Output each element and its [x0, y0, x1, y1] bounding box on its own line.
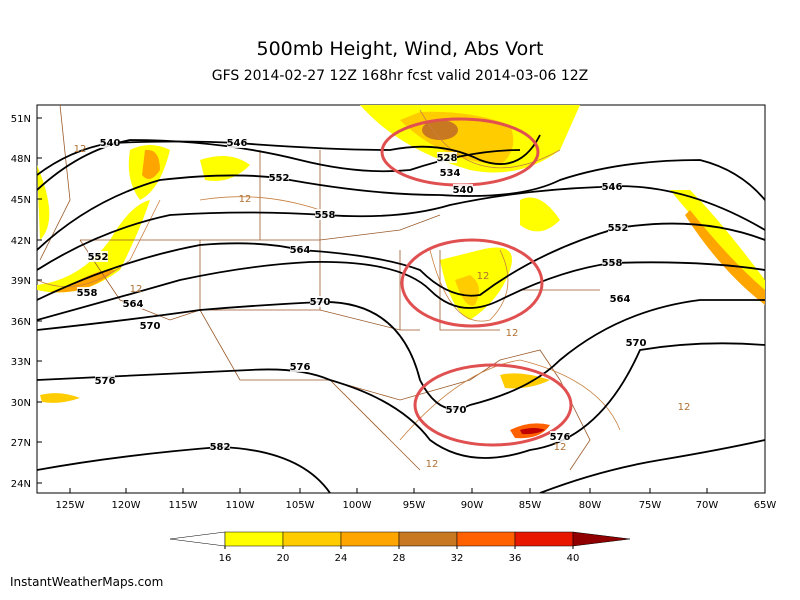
lon-label: 115W [169, 500, 198, 511]
lat-label: 24N [11, 479, 31, 490]
colorbar-label: 16 [219, 553, 232, 564]
lon-label: 90W [461, 500, 484, 511]
colorbar-segment [282, 531, 342, 547]
height-contour-label: 582 [210, 442, 231, 453]
lon-label: 120W [112, 500, 141, 511]
vorticity-contour-label: 12 [477, 271, 490, 282]
lat-label: 30N [11, 398, 31, 409]
contour-label-bg [210, 441, 230, 452]
height-contour-label: 576 [95, 376, 116, 387]
height-contour-label: 570 [446, 405, 467, 416]
credit: InstantWeatherMaps.com [10, 575, 163, 589]
lat-label: 48N [11, 154, 31, 165]
contour-label-bg [310, 296, 330, 307]
height-contour-label: 570 [310, 297, 331, 308]
contour-label-bg [290, 244, 310, 255]
colorbar-label: 40 [567, 553, 580, 564]
height-contour-label: 558 [315, 210, 336, 221]
contour-label-bg [269, 172, 289, 183]
height-contour-label: 576 [550, 432, 571, 443]
height-contour-label: 570 [140, 321, 161, 332]
lon-label: 70W [696, 500, 719, 511]
vorticity-contour-label: 12 [506, 328, 519, 339]
colorbar-segment [398, 531, 458, 547]
contour-label-bg [608, 222, 628, 233]
vorticity-contour-label: 12 [554, 442, 567, 453]
lon-label: 80W [579, 500, 602, 511]
lon-label: 125W [56, 500, 85, 511]
subtitle: GFS 2014-02-27 12Z 168hr fcst valid 2014… [212, 68, 589, 84]
contour-label-bg [140, 320, 160, 331]
colorbar-segment [224, 531, 284, 547]
contour-label-bg [437, 152, 457, 163]
colorbar-label: 20 [277, 553, 290, 564]
colorbar-label: 36 [509, 553, 522, 564]
colorbar-segment [456, 531, 516, 547]
contour-label-bg [446, 404, 466, 415]
colorbar-segment [514, 531, 574, 547]
vorticity-contour-label: 12 [426, 459, 439, 470]
colorbar-label: 32 [451, 553, 464, 564]
height-contour-label: 570 [626, 338, 647, 349]
height-contour-label: 576 [290, 362, 311, 373]
lon-label: 65W [754, 500, 777, 511]
height-contour-label: 558 [77, 288, 98, 299]
height-contour-label: 558 [602, 258, 623, 269]
lon-label: 85W [519, 500, 542, 511]
height-contour-label: 540 [100, 138, 121, 149]
map-content [37, 105, 765, 493]
lat-label: 33N [11, 357, 31, 368]
contour-label-bg [77, 287, 97, 298]
lat-label: 27N [11, 438, 31, 449]
lon-label: 95W [403, 500, 426, 511]
contour-label-bg [610, 293, 630, 304]
lon-label: 105W [286, 500, 315, 511]
height-contour-label: 546 [602, 182, 623, 193]
colorbar-low [169, 531, 226, 547]
contour-label-bg [602, 181, 622, 192]
contour-label-bg [440, 167, 460, 178]
lat-label: 39N [11, 276, 31, 287]
height-contour-label: 540 [453, 185, 474, 196]
contour-label-bg [550, 431, 570, 442]
title: 500mb Height, Wind, Abs Vort [257, 38, 544, 60]
height-contour-label: 528 [437, 153, 458, 164]
contour-label-bg [602, 257, 622, 268]
colorbar-label: 28 [393, 553, 406, 564]
vorticity-contour-label: 12 [239, 194, 252, 205]
height-contour-label: 552 [608, 223, 629, 234]
vorticity-contour-label: 12 [130, 284, 143, 295]
contour-label-bg [100, 137, 120, 148]
height-contour-label: 564 [290, 245, 311, 256]
lon-label: 100W [343, 500, 372, 511]
lat-label: 51N [11, 114, 31, 125]
height-contour-label: 564 [610, 294, 631, 305]
height-contour-label: 552 [269, 173, 290, 184]
lat-label: 36N [11, 317, 31, 328]
contour-label-bg [88, 251, 108, 262]
height-contour-label: 546 [227, 138, 248, 149]
colorbar-high [572, 531, 631, 547]
colorbar-label: 24 [335, 553, 348, 564]
lon-label: 110W [226, 500, 255, 511]
height-contour-label: 564 [123, 299, 144, 310]
lat-label: 42N [11, 236, 31, 247]
height-contour-label: 552 [88, 252, 109, 263]
colorbar-segment [340, 531, 400, 547]
contour-label-bg [315, 209, 335, 220]
contour-label-bg [227, 137, 247, 148]
lon-label: 75W [639, 500, 662, 511]
vorticity-contour-label: 12 [678, 402, 691, 413]
contour-label-bg [453, 184, 473, 195]
lat-label: 45N [11, 195, 31, 206]
contour-label-bg [626, 337, 646, 348]
vorticity-contour-label: 12 [74, 144, 87, 155]
height-contour-label: 534 [440, 168, 461, 179]
contour-label-bg [290, 361, 310, 372]
map-panel [36, 104, 766, 494]
contour-label-bg [123, 298, 143, 309]
contour-label-bg [95, 375, 115, 386]
